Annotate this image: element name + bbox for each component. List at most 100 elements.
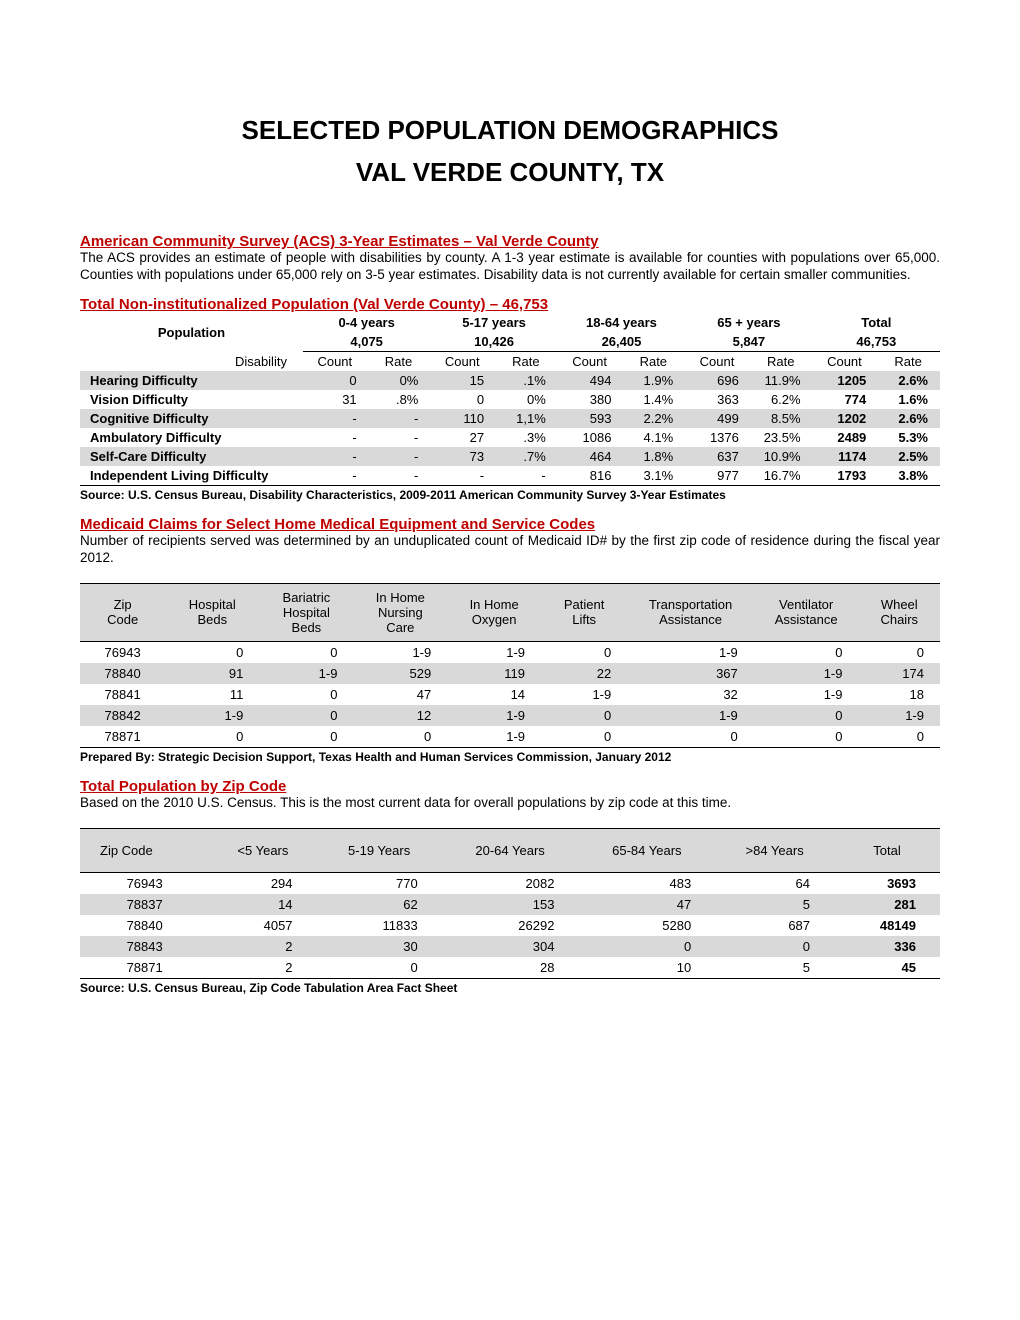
disability-row-label: Cognitive Difficulty <box>80 409 303 428</box>
medicaid-col-header: TransportationAssistance <box>627 583 754 641</box>
count-cell: 27 <box>430 428 494 447</box>
value-cell: 0 <box>754 726 859 748</box>
count-cell: 464 <box>558 447 622 466</box>
value-cell: 0 <box>858 726 940 748</box>
count-cell: 73 <box>430 447 494 466</box>
value-cell: 1-9 <box>541 684 627 705</box>
age-group-value: 4,075 <box>303 332 430 352</box>
value-cell: 1-9 <box>447 641 541 663</box>
value-cell: 11 <box>165 684 259 705</box>
value-cell: 0 <box>353 726 447 748</box>
rate-cell: 4.1% <box>621 428 685 447</box>
count-cell: 110 <box>430 409 494 428</box>
value-cell: 1-9 <box>754 663 859 684</box>
value-cell: 3693 <box>834 872 940 894</box>
disability-row-label: Hearing Difficulty <box>80 371 303 390</box>
zip-code-cell: 78837 <box>80 894 209 915</box>
zip-table: Zip Code<5 Years5-19 Years20-64 Years65-… <box>80 828 940 979</box>
value-cell: 1-9 <box>754 684 859 705</box>
medicaid-body: Number of recipients served was determin… <box>80 533 940 567</box>
rate-cell: 5.3% <box>876 428 940 447</box>
value-cell: 1-9 <box>447 726 541 748</box>
age-group-label: 5-17 years <box>430 313 557 332</box>
count-cell: 1174 <box>813 447 877 466</box>
rate-cell: 1.8% <box>621 447 685 466</box>
value-cell: 62 <box>317 894 442 915</box>
rate-cell: 2.5% <box>876 447 940 466</box>
value-cell: 153 <box>442 894 579 915</box>
value-cell: 4057 <box>209 915 316 936</box>
count-cell: 816 <box>558 466 622 486</box>
age-group-value: 5,847 <box>685 332 812 352</box>
rate-cell: .7% <box>494 447 558 466</box>
rate-cell: - <box>367 447 431 466</box>
rate-cell: - <box>367 409 431 428</box>
value-cell: 1-9 <box>353 641 447 663</box>
zip-code-cell: 78843 <box>80 936 209 957</box>
acs-body: The ACS provides an estimate of people w… <box>80 250 940 284</box>
zip-col-header: >84 Years <box>715 828 834 872</box>
rate-cell: 8.5% <box>749 409 813 428</box>
value-cell: 304 <box>442 936 579 957</box>
disability-sublabel: Disability <box>80 351 303 371</box>
zip-col-header: Zip Code <box>80 828 209 872</box>
value-cell: 64 <box>715 872 834 894</box>
value-cell: 0 <box>754 705 859 726</box>
rate-header: Rate <box>367 351 431 371</box>
value-cell: 30 <box>317 936 442 957</box>
value-cell: 32 <box>627 684 754 705</box>
count-cell: 1376 <box>685 428 749 447</box>
medicaid-col-header: HospitalBeds <box>165 583 259 641</box>
count-cell: 494 <box>558 371 622 390</box>
age-group-label: 65 + years <box>685 313 812 332</box>
zip-heading: Total Population by Zip Code <box>80 778 940 795</box>
age-group-value: 46,753 <box>813 332 940 352</box>
value-cell: 45 <box>834 957 940 979</box>
value-cell: 47 <box>353 684 447 705</box>
value-cell: 0 <box>541 726 627 748</box>
value-cell: 770 <box>317 872 442 894</box>
count-cell: - <box>303 447 367 466</box>
zip-code-cell: 78840 <box>80 915 209 936</box>
value-cell: 0 <box>754 641 859 663</box>
medicaid-col-header: In HomeNursingCare <box>353 583 447 641</box>
value-cell: 174 <box>858 663 940 684</box>
value-cell: 0 <box>259 684 353 705</box>
value-cell: 367 <box>627 663 754 684</box>
value-cell: 0 <box>259 705 353 726</box>
count-cell: 977 <box>685 466 749 486</box>
rate-cell: 1.4% <box>621 390 685 409</box>
count-cell: - <box>303 466 367 486</box>
value-cell: 336 <box>834 936 940 957</box>
title-block: SELECTED POPULATION DEMOGRAPHICS VAL VER… <box>80 110 940 193</box>
title-line-2: VAL VERDE COUNTY, TX <box>80 152 940 194</box>
count-cell: 637 <box>685 447 749 466</box>
value-cell: 0 <box>165 641 259 663</box>
disability-row-label: Self-Care Difficulty <box>80 447 303 466</box>
value-cell: 5 <box>715 894 834 915</box>
count-header: Count <box>813 351 877 371</box>
rate-cell: 0% <box>494 390 558 409</box>
rate-header: Rate <box>494 351 558 371</box>
zip-col-header: 5-19 Years <box>317 828 442 872</box>
value-cell: 2 <box>209 936 316 957</box>
value-cell: 0 <box>627 726 754 748</box>
disability-row-label: Independent Living Difficulty <box>80 466 303 486</box>
value-cell: 0 <box>317 957 442 979</box>
value-cell: 1-9 <box>627 641 754 663</box>
disability-heading: Total Non-institutionalized Population (… <box>80 296 940 313</box>
disability-table: Population0-4 years5-17 years18-64 years… <box>80 313 940 486</box>
count-cell: 0 <box>430 390 494 409</box>
count-header: Count <box>303 351 367 371</box>
zip-col-header: 65-84 Years <box>578 828 715 872</box>
zip-body: Based on the 2010 U.S. Census. This is t… <box>80 795 940 812</box>
count-cell: - <box>430 466 494 486</box>
rate-cell: 0% <box>367 371 431 390</box>
rate-cell: 1,1% <box>494 409 558 428</box>
medicaid-col-header: ZipCode <box>80 583 165 641</box>
disability-source: Source: U.S. Census Bureau, Disability C… <box>80 488 940 502</box>
value-cell: 47 <box>578 894 715 915</box>
rate-cell: .8% <box>367 390 431 409</box>
count-header: Count <box>558 351 622 371</box>
value-cell: 18 <box>858 684 940 705</box>
